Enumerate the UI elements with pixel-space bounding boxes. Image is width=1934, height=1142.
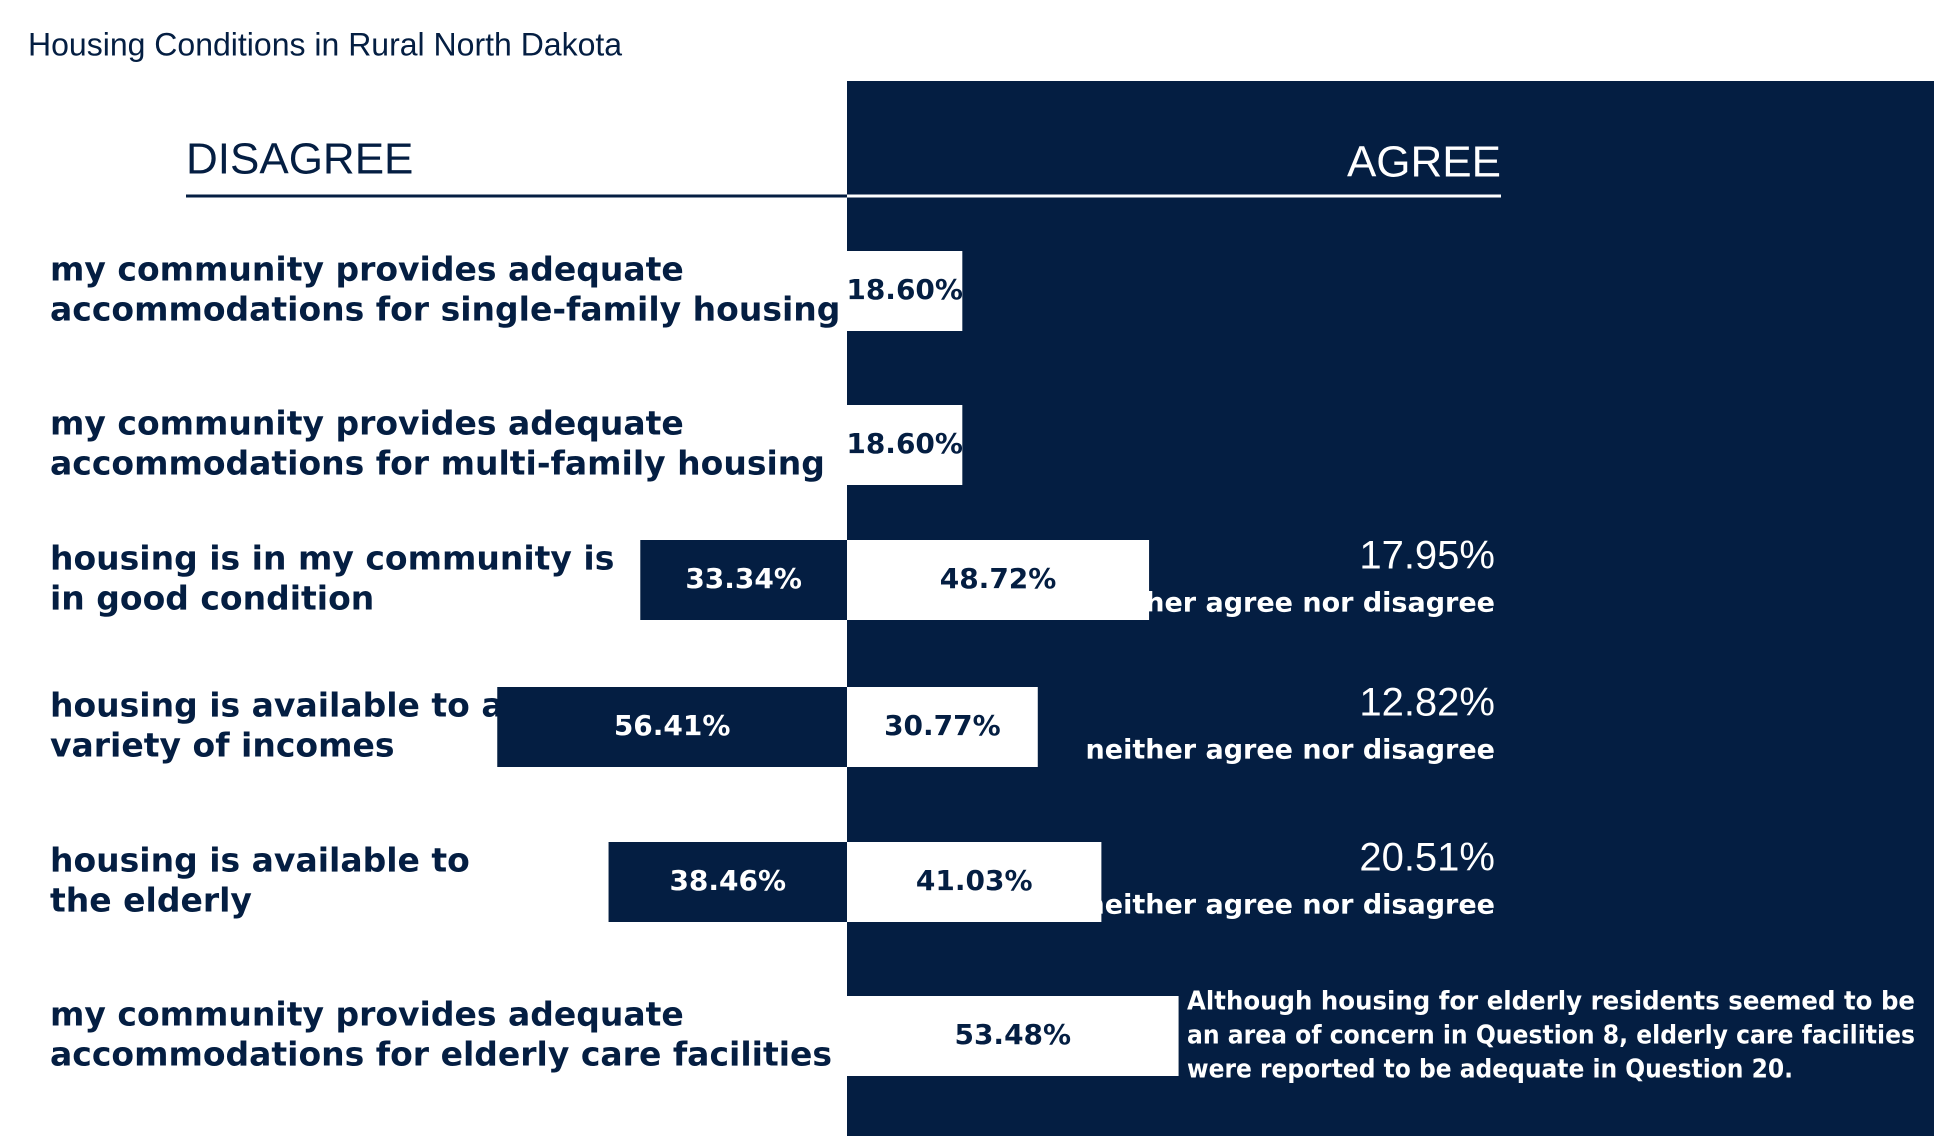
disagree-label: 56.41% [614,709,731,742]
disagree-label: 33.34% [685,562,802,595]
row-label: housing is in my community is [50,539,614,578]
disagree-bar [497,687,847,767]
agree-bar [847,842,1102,922]
agree-label: 48.72% [940,562,1057,595]
agree-label: 18.60% [846,273,963,306]
row-label: in good condition [50,579,374,618]
disagree-bar [640,540,847,620]
neutral-value: 12.82% [1359,681,1495,725]
annotation: Although housing for elderly residents s… [1187,987,1915,1017]
row-label: my community provides adequate [50,250,684,289]
neutral-value: 20.51% [1359,836,1495,880]
annotation: were reported to be adequate in Question… [1187,1055,1793,1085]
agree-label: 53.48% [954,1018,1071,1051]
row-label: accommodations for elderly care faciliti… [50,1035,832,1074]
left-header: DISAGREE [186,135,413,184]
row-label: my community provides adequate [50,995,684,1034]
neutral-caption: neither agree nor disagree [1086,735,1495,766]
agree-bar [847,687,1038,767]
row-label: housing is available to a [50,686,504,725]
row-label: housing is available to [50,841,470,880]
row-label: accommodations for single-family housing [50,290,840,329]
agree-bar [847,251,963,331]
annotation: an area of concern in Question 8, elderl… [1187,1021,1915,1051]
agree-label: 41.03% [916,864,1033,897]
right-header: AGREE [1347,138,1501,187]
row-label: my community provides adequate [50,404,684,443]
row-label: the elderly [50,881,252,920]
chart-title: Housing Conditions in Rural North Dakota [28,26,622,62]
agree-bar [847,996,1179,1076]
disagree-label: 38.46% [669,864,786,897]
neutral-caption: neither agree nor disagree [1086,890,1495,921]
disagree-bar [608,842,847,922]
agree-bar [847,405,963,485]
neutral-caption: neither agree nor disagree [1086,588,1495,619]
agree-label: 30.77% [884,709,1001,742]
row-label: accommodations for multi-family housing [50,444,825,483]
agree-label: 18.60% [846,427,963,460]
row-label: variety of incomes [50,726,395,765]
neutral-value: 17.95% [1359,534,1495,578]
agree-bar [847,540,1150,620]
